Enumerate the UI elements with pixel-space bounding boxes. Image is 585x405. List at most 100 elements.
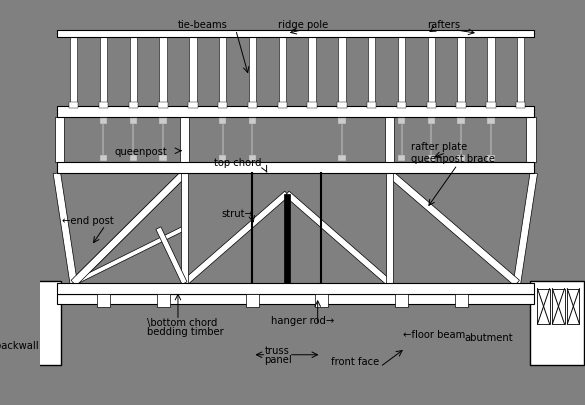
Bar xyxy=(129,103,138,109)
Bar xyxy=(57,107,534,118)
Bar xyxy=(97,294,110,307)
Bar xyxy=(487,38,495,107)
Polygon shape xyxy=(513,173,538,284)
Bar xyxy=(248,103,257,109)
Bar xyxy=(159,103,168,109)
Bar xyxy=(218,103,228,109)
Bar xyxy=(189,38,197,107)
Bar xyxy=(278,38,286,107)
Bar xyxy=(530,281,584,365)
Bar xyxy=(538,289,549,324)
Bar xyxy=(526,118,536,162)
Bar xyxy=(338,38,346,107)
Bar xyxy=(70,38,77,107)
Text: \bottom chord: \bottom chord xyxy=(147,318,218,327)
Bar xyxy=(57,294,534,304)
Bar xyxy=(55,118,64,162)
Bar xyxy=(552,289,565,324)
Bar xyxy=(338,119,346,124)
Bar xyxy=(367,103,376,109)
Bar xyxy=(157,294,170,307)
Polygon shape xyxy=(284,194,290,284)
Polygon shape xyxy=(183,192,289,286)
Text: panel: panel xyxy=(264,354,291,364)
Bar xyxy=(99,103,108,109)
Bar xyxy=(99,119,107,124)
Bar xyxy=(428,156,435,162)
Text: abutment: abutment xyxy=(464,332,514,342)
Bar xyxy=(159,38,167,107)
Bar xyxy=(159,119,167,124)
Bar xyxy=(428,38,435,107)
Text: hanger rod→: hanger rod→ xyxy=(271,315,335,326)
Bar xyxy=(338,156,346,162)
Bar xyxy=(397,103,406,109)
Text: bedding timber: bedding timber xyxy=(147,327,224,337)
Text: front face: front face xyxy=(331,356,379,367)
Polygon shape xyxy=(71,171,187,286)
Bar xyxy=(129,156,137,162)
Bar xyxy=(487,119,495,124)
Bar xyxy=(249,156,256,162)
Bar xyxy=(57,284,534,294)
Bar xyxy=(249,119,256,124)
Bar xyxy=(308,38,316,107)
Bar xyxy=(246,294,259,307)
Text: rafter plate: rafter plate xyxy=(411,142,467,152)
Polygon shape xyxy=(71,171,187,286)
Bar xyxy=(278,103,287,109)
Bar xyxy=(57,31,534,38)
Bar xyxy=(457,119,465,124)
Bar xyxy=(457,38,465,107)
Bar xyxy=(57,162,534,174)
Bar xyxy=(398,156,405,162)
Text: strut→: strut→ xyxy=(222,209,254,219)
Bar xyxy=(8,281,61,365)
Bar xyxy=(188,103,198,109)
Text: ridge pole: ridge pole xyxy=(278,20,328,30)
Bar xyxy=(426,103,436,109)
Bar xyxy=(129,119,137,124)
Text: truss: truss xyxy=(265,345,290,355)
Bar xyxy=(395,294,408,307)
Bar xyxy=(249,38,256,107)
Bar xyxy=(159,156,167,162)
Polygon shape xyxy=(181,174,188,284)
Bar xyxy=(368,38,376,107)
Text: top chord: top chord xyxy=(214,158,262,168)
Bar xyxy=(219,156,226,162)
Bar xyxy=(129,38,137,107)
Bar xyxy=(219,119,226,124)
Bar xyxy=(486,103,495,109)
Polygon shape xyxy=(73,226,185,286)
Bar xyxy=(398,38,405,107)
Bar xyxy=(315,294,328,307)
Text: ←end post: ←end post xyxy=(61,215,113,225)
Bar xyxy=(428,119,435,124)
Polygon shape xyxy=(156,227,187,285)
Bar xyxy=(8,309,22,356)
Bar xyxy=(567,289,579,324)
Bar xyxy=(398,119,405,124)
Polygon shape xyxy=(387,171,519,286)
Bar xyxy=(337,103,346,109)
Bar xyxy=(99,156,107,162)
Bar xyxy=(456,103,466,109)
Bar xyxy=(517,38,525,107)
Text: queenpost brace: queenpost brace xyxy=(411,154,495,164)
Text: tie-beams: tie-beams xyxy=(178,20,228,30)
Bar xyxy=(99,38,107,107)
Bar xyxy=(455,294,467,307)
Polygon shape xyxy=(53,173,77,284)
Bar xyxy=(308,103,316,109)
Bar xyxy=(0,307,11,358)
Text: ←floor beam: ←floor beam xyxy=(404,329,466,339)
Bar xyxy=(385,118,394,162)
Polygon shape xyxy=(285,192,391,286)
Text: └backwall: └backwall xyxy=(0,341,39,351)
Bar xyxy=(457,156,465,162)
Bar xyxy=(180,118,189,162)
Bar xyxy=(219,38,226,107)
Bar xyxy=(516,103,525,109)
Bar xyxy=(487,156,495,162)
